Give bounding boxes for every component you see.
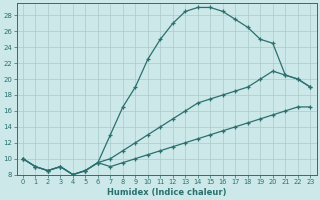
- X-axis label: Humidex (Indice chaleur): Humidex (Indice chaleur): [107, 188, 226, 197]
